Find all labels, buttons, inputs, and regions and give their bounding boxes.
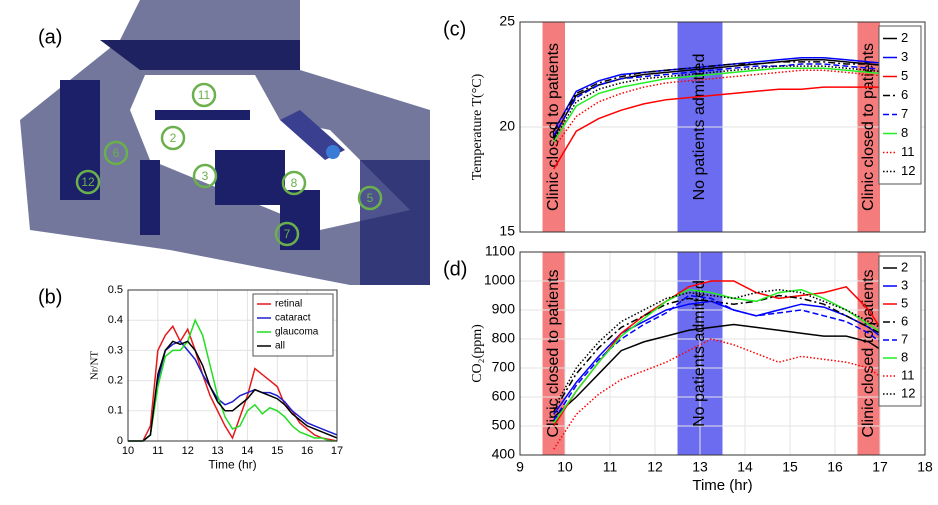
x-tick-label: 13	[211, 445, 223, 457]
legend-label: 2	[901, 30, 908, 45]
x-tick-label: 12	[182, 445, 194, 457]
x-tick-label: 13	[692, 458, 708, 474]
legend-label: all	[275, 341, 285, 352]
legend-label: 7	[901, 331, 908, 346]
legend-label: 5	[901, 295, 908, 310]
room-label: 6	[113, 146, 120, 160]
y-tick-label: 0.1	[108, 405, 123, 417]
x-tick-label: 14	[241, 445, 253, 457]
legend-label: glaucoma	[275, 327, 319, 338]
x-tick-label: 15	[271, 445, 283, 457]
legend-label: 6	[901, 313, 908, 328]
room-label: 11	[198, 88, 211, 102]
desk	[155, 110, 250, 120]
panel-label: (b)	[38, 286, 62, 308]
y-tick-label: 700	[492, 359, 516, 375]
x-tick-label: 16	[827, 458, 843, 474]
band-label: Clinic closed to patients	[860, 269, 877, 437]
legend-box	[879, 256, 921, 406]
legend-label: 5	[901, 68, 908, 83]
y-tick-label: 600	[492, 388, 516, 404]
y-tick-label: 1100	[485, 243, 515, 259]
wall-block	[140, 160, 160, 235]
legend-label: 8	[901, 125, 908, 140]
y-axis-label: Nr/NT	[89, 351, 101, 381]
y-tick-label: 500	[492, 417, 516, 433]
legend-box	[879, 26, 921, 184]
x-axis-label: Time (hr)	[208, 457, 256, 471]
panel-label: (d)	[443, 258, 467, 280]
y-tick-label: 0.5	[108, 284, 123, 296]
y-tick-label: 15	[499, 223, 515, 239]
x-tick-label: 17	[331, 445, 343, 457]
x-tick-label: 10	[122, 445, 134, 457]
y-axis-label: Temperature T(°C)	[470, 73, 485, 180]
y-tick-label: 400	[492, 446, 516, 462]
y-tick-label: 1000	[484, 272, 515, 288]
legend-label: cataract	[275, 313, 311, 324]
person-icon	[326, 145, 340, 159]
room-label: 8	[291, 176, 298, 190]
legend-label: retinal	[275, 299, 302, 310]
x-tick-label: 12	[647, 458, 663, 474]
room-label: 7	[284, 227, 291, 241]
y-tick-label: 900	[492, 301, 516, 317]
x-tick-label: 11	[152, 445, 163, 457]
y-tick-label: 0.4	[108, 314, 123, 326]
room-label: 3	[202, 169, 209, 183]
y-tick-label: 0.2	[108, 375, 123, 387]
legend-label: 3	[901, 277, 908, 292]
legend-label: 12	[901, 163, 915, 178]
legend-label: 8	[901, 349, 908, 364]
x-tick-label: 15	[782, 458, 798, 474]
y-tick-label: 800	[492, 330, 516, 346]
floorplan-render	[20, 0, 430, 285]
legend-label: 7	[901, 106, 908, 121]
legend-label: 11	[901, 367, 915, 382]
legend-label: 12	[901, 385, 915, 400]
x-tick-label: 11	[603, 458, 618, 474]
x-tick-label: 10	[557, 458, 573, 474]
room-label: 12	[81, 175, 95, 189]
y-tick-label: 20	[499, 118, 515, 134]
y-tick-label: 25	[499, 13, 515, 29]
x-tick-label: 9	[516, 458, 524, 474]
y-tick-label: 0.3	[108, 344, 123, 356]
legend-label: 2	[901, 259, 908, 274]
legend-label: 6	[901, 87, 908, 102]
x-tick-label: 14	[737, 458, 753, 474]
wall-block	[215, 150, 285, 205]
y-axis-label: CO₂(ppm)	[470, 324, 485, 383]
legend-label: 11	[901, 144, 915, 159]
room-label: 5	[367, 191, 374, 205]
x-tick-label: 18	[917, 458, 933, 474]
room-label: 2	[170, 131, 177, 145]
x-tick-label: 17	[872, 458, 888, 474]
panel-label: (a)	[38, 26, 62, 48]
x-axis-label: Time (hr)	[692, 477, 752, 494]
page: (a) 1126385127 00.10.20.30.40.5101112131…	[0, 0, 938, 505]
wall-block	[360, 160, 430, 285]
figure: (a) 1126385127 00.10.20.30.40.5101112131…	[0, 0, 938, 505]
x-tick-label: 16	[301, 445, 313, 457]
panel-label: (c)	[443, 18, 466, 40]
legend-label: 3	[901, 49, 908, 64]
